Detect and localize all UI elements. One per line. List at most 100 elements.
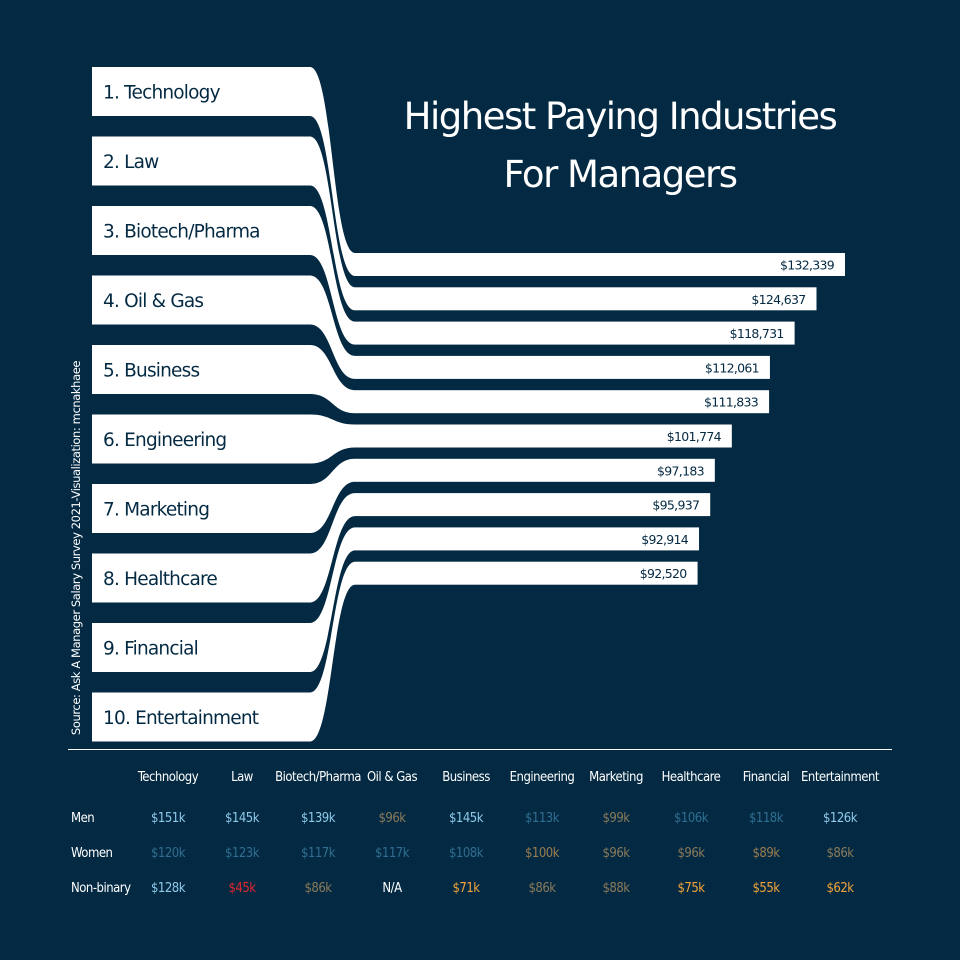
- category-box: [92, 275, 311, 325]
- category-label: 6. Engineering: [103, 430, 226, 451]
- flow-link: [310, 345, 355, 414]
- column-header: Oil & Gas: [366, 770, 418, 785]
- table-cell: $86k: [826, 846, 854, 861]
- table-cell: $96k: [677, 846, 705, 861]
- column-header: Entertainment: [801, 770, 879, 785]
- column-header: Healthcare: [661, 770, 721, 785]
- value-bar: [355, 321, 795, 345]
- category-box: [92, 136, 311, 186]
- table-cell: $151k: [150, 811, 186, 826]
- value-label: $111,833: [704, 395, 758, 410]
- category-box: [92, 67, 311, 116]
- category-box: [92, 206, 311, 255]
- value-bar: [355, 287, 817, 311]
- row-label: Non-binary: [71, 881, 131, 896]
- table-cell: $89k: [752, 846, 780, 861]
- table-cell: $126k: [822, 811, 858, 826]
- table-cell: $96k: [378, 811, 406, 826]
- table-cell: $117k: [300, 846, 336, 861]
- value-bar: [355, 561, 698, 585]
- category-label: 10. Entertainment: [103, 708, 259, 729]
- table-cell: $106k: [673, 811, 709, 826]
- source-note: Source: Ask A Manager Salary Survey 2021…: [69, 360, 83, 736]
- flow-link: [310, 527, 355, 672]
- table-cell: $139k: [300, 811, 336, 826]
- category-label: 9. Financial: [103, 639, 198, 660]
- value-label: $132,339: [780, 258, 835, 273]
- value-bar: [355, 458, 715, 482]
- category-box: [92, 484, 311, 533]
- category-label: 3. Biotech/Pharma: [103, 222, 260, 243]
- value-label: $118,731: [730, 326, 784, 341]
- category-label: 8. Healthcare: [103, 569, 217, 590]
- table-cell: $145k: [448, 811, 484, 826]
- table-cell: $62k: [826, 881, 854, 896]
- table-cell: $100k: [524, 846, 560, 861]
- category-label: 5. Business: [103, 361, 199, 382]
- column-header: Law: [231, 770, 253, 785]
- flow-link: [310, 458, 355, 533]
- value-bar: [355, 355, 770, 379]
- category-box: [92, 414, 311, 464]
- category-label: 7. Marketing: [103, 500, 209, 521]
- flow-link: [310, 561, 355, 742]
- table-cell: $45k: [228, 881, 256, 896]
- chart-links: [310, 67, 355, 742]
- column-header: Marketing: [589, 770, 643, 785]
- table-cell: $71k: [452, 881, 480, 896]
- flow-link: [310, 206, 355, 345]
- flow-link: [310, 275, 355, 379]
- title-line-1: Highest Paying Industries: [403, 95, 838, 138]
- value-label: $95,937: [652, 498, 699, 513]
- category-box: [92, 623, 311, 672]
- value-bar: [355, 390, 770, 414]
- column-header: Engineering: [509, 770, 575, 785]
- table-cell: N/A: [382, 881, 402, 896]
- table-cell: $99k: [602, 811, 630, 826]
- category-box: [92, 345, 311, 394]
- category-label: 4. Oil & Gas: [103, 291, 203, 312]
- category-box: [92, 692, 311, 742]
- divider: [68, 749, 892, 750]
- table-cell: $55k: [752, 881, 780, 896]
- table-cell: $118k: [748, 811, 784, 826]
- title-line-2: For Managers: [503, 153, 738, 196]
- value-label: $101,774: [667, 429, 722, 444]
- column-header: Business: [442, 770, 490, 785]
- flow-link: [310, 493, 355, 603]
- value-label: $92,914: [641, 532, 689, 547]
- table-cell: $113k: [524, 811, 560, 826]
- row-label: Women: [71, 846, 113, 861]
- flow-link: [310, 136, 355, 311]
- category-label: 1. Technology: [103, 83, 221, 104]
- table-cell: $108k: [448, 846, 484, 861]
- table-cell: $86k: [304, 881, 332, 896]
- value-bar: [355, 253, 845, 276]
- table-cell: $117k: [374, 846, 410, 861]
- column-header: Biotech/Pharma: [275, 770, 361, 785]
- table-cell: $128k: [150, 881, 186, 896]
- value-bar: [355, 493, 711, 517]
- value-label: $92,520: [640, 566, 688, 581]
- value-label: $112,061: [705, 360, 759, 375]
- column-header: Technology: [137, 770, 199, 785]
- value-bar: [355, 527, 700, 551]
- category-box: [92, 553, 311, 603]
- value-label: $97,183: [657, 463, 704, 478]
- chart-title: Highest Paying Industries For Managers: [400, 88, 840, 204]
- column-header: Financial: [742, 770, 790, 785]
- value-label: $124,637: [751, 292, 805, 307]
- flow-link: [310, 414, 355, 464]
- row-label: Men: [71, 811, 95, 826]
- value-bar: [355, 424, 732, 448]
- table-cell: $86k: [528, 881, 556, 896]
- table-cell: $88k: [602, 881, 630, 896]
- table-cell: $75k: [677, 881, 705, 896]
- flow-link: [310, 67, 355, 276]
- table-cell: $96k: [602, 846, 630, 861]
- category-label: 2. Law: [103, 152, 159, 173]
- table-cell: $120k: [150, 846, 186, 861]
- table-cell: $123k: [224, 846, 260, 861]
- chart-marks: 1. Technology $132,339 2. Law $124,637 3. Bi…: [92, 67, 845, 742]
